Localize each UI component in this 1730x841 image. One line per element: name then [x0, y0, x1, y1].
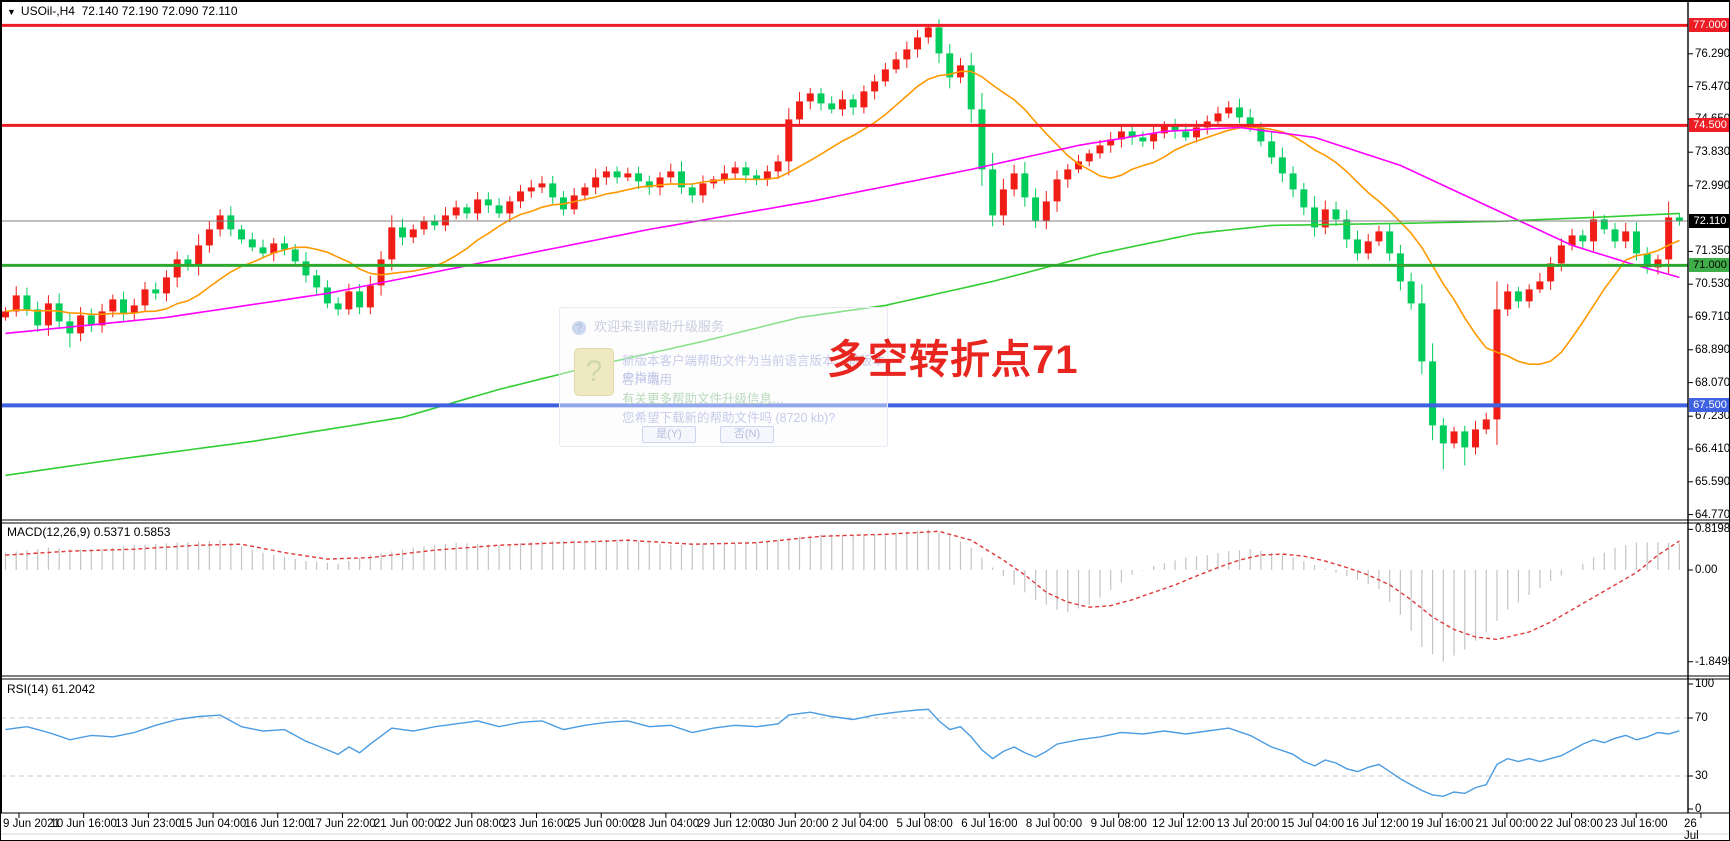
rsi-axis-tick: 70 [1695, 712, 1708, 724]
price-axis-tick: 72.990 [1695, 179, 1730, 192]
price-axis-tick: 68.890 [1695, 343, 1730, 356]
symbol-ohlc-line: ▼ USOil-,H4 72.140 72.190 72.090 72.110 [7, 4, 238, 18]
watermark-upgrade-dialog: ? 欢迎来到帮助升级服务 ? 新版本客户端帮助文件为当前语言版本，新版本客户端用 … [559, 307, 888, 447]
time-axis-label: 17 Jun 22:00 [309, 818, 376, 830]
time-axis-label: 5 Jul 08:00 [896, 818, 953, 830]
macd-indicator-label: MACD(12,26,9) 0.5371 0.5853 [7, 525, 171, 539]
rsi-axis-tick: 100 [1695, 678, 1715, 690]
macd-axis-tick: 0.00 [1695, 564, 1718, 576]
watermark-dialog-body-line1: 新版本客户端帮助文件为当前语言版本，新版本客户端用 [622, 354, 885, 387]
price-axis-tick: 73.830 [1695, 146, 1730, 159]
rsi-indicator-label: RSI(14) 61.2042 [7, 682, 96, 696]
time-axis-label: 9 Jul 08:00 [1090, 818, 1147, 830]
help-icon: ? [572, 320, 586, 335]
ohlc-values: 72.140 72.190 72.090 72.110 [81, 4, 238, 18]
time-axis-label: 13 Jul 20:00 [1216, 818, 1280, 830]
rsi-axis-tick: 30 [1695, 770, 1708, 782]
time-axis-label: 2 Jul 04:00 [831, 818, 889, 830]
time-axis-label: 19 Jul 16:00 [1410, 818, 1474, 830]
watermark-dialog-title: 欢迎来到帮助升级服务 [594, 319, 725, 334]
time-axis-label: 26 Jul 20:00 [1684, 818, 1699, 841]
watermark-no-button: 否(N) [720, 426, 774, 443]
price-axis-tick: 69.710 [1695, 311, 1730, 323]
help-book-icon: ? [574, 348, 614, 396]
watermark-dialog-question: 您希望下载新的帮助文件吗 (8720 kb)? [622, 411, 836, 425]
time-axis-label: 22 Jun 08:00 [438, 818, 506, 830]
watermark-dialog-body-line2: 户指南. [622, 371, 663, 385]
price-axis-tick: 66.410 [1695, 443, 1730, 455]
price-axis-tick: 67.230 [1695, 410, 1730, 423]
time-axis-label: 28 Jun 04:00 [632, 818, 700, 830]
price-axis-tick: 68.070 [1695, 376, 1730, 389]
watermark-yes-button: 是(Y) [642, 426, 696, 443]
symbol-name: USOil-,H4 [20, 4, 75, 18]
macd-axis-tick: -1.8495 [1695, 655, 1729, 668]
time-axis-label: 13 Jun 23:00 [115, 818, 182, 830]
time-axis-label: 25 Jun 00:00 [567, 818, 635, 830]
time-axis-label: 16 Jul 12:00 [1346, 818, 1409, 830]
time-axis-label: 6 Jul 16:00 [961, 818, 1018, 830]
time-axis-label: 12 Jul 12:00 [1152, 818, 1215, 830]
time-axis-label: 10 Jun 16:00 [50, 818, 117, 830]
time-axis-label: 16 Jun 12:00 [244, 818, 312, 830]
time-axis-label: 15 Jul 04:00 [1281, 818, 1345, 830]
price-level-badge: 72.110 [1689, 214, 1729, 228]
time-axis-label: 21 Jun 00:00 [373, 818, 441, 830]
time-axis-label: 15 Jun 04:00 [179, 818, 247, 830]
time-axis-label: 29 Jun 12:00 [697, 818, 764, 830]
time-axis-label: 22 Jul 08:00 [1540, 818, 1603, 830]
price-level-badge: 67.500 [1689, 398, 1729, 413]
price-level-badge: 77.000 [1689, 18, 1729, 33]
price-axis-tick: 70.530 [1695, 278, 1730, 291]
time-axis-label: 9 Jun 2021 [3, 818, 60, 830]
price-axis-tick: 76.290 [1695, 47, 1730, 60]
time-axis-label: 23 Jun 16:00 [503, 818, 570, 830]
price-axis-tick: 65.590 [1695, 475, 1730, 488]
price-axis-tick: 64.770 [1695, 508, 1730, 521]
chart-annotation-text: 多空转折点71 [827, 338, 1079, 382]
watermark-dialog-title-row: ? 欢迎来到帮助升级服务 [572, 316, 725, 335]
price-level-badge: 71.000 [1689, 258, 1729, 273]
time-axis-label: 8 Jul 00:00 [1025, 818, 1083, 830]
time-axis-label: 21 Jul 00:00 [1475, 818, 1539, 830]
macd-axis-tick: 0.8198 [1695, 523, 1730, 536]
price-axis-tick: 75.470 [1695, 80, 1730, 93]
watermark-dialog-link: 有关更多帮助文件升级信息… [622, 392, 785, 406]
rsi-axis-tick: 0 [1695, 803, 1702, 815]
price-level-badge: 74.500 [1689, 118, 1729, 133]
candles [2, 19, 1683, 470]
time-axis-label: 23 Jul 16:00 [1604, 818, 1668, 830]
time-axis-label: 30 Jun 20:00 [762, 818, 829, 830]
symbol-dropdown-icon[interactable]: ▼ [7, 7, 16, 17]
price-axis-tick: 71.350 [1695, 245, 1730, 258]
